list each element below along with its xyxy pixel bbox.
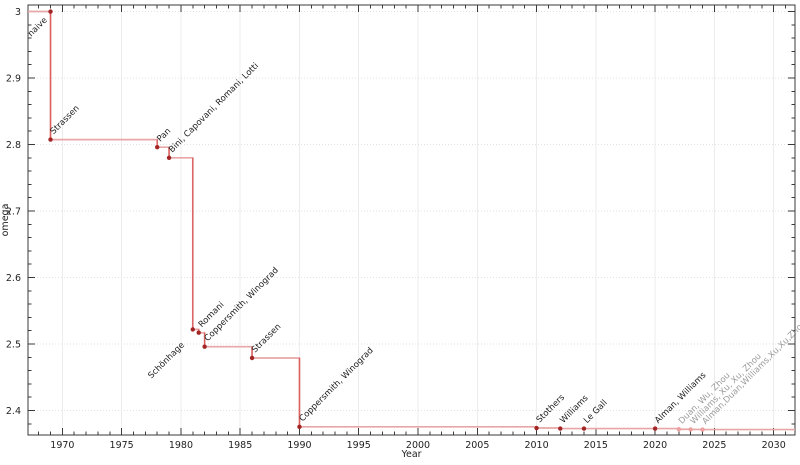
x-tick-label: 1985	[228, 440, 252, 451]
data-point-marker	[534, 425, 539, 431]
data-point-marker	[249, 355, 255, 361]
x-tick-label: 2000	[406, 440, 430, 451]
x-tick-label: 1980	[169, 440, 193, 451]
data-point-marker	[202, 344, 207, 349]
x-tick-label: 1990	[287, 440, 311, 451]
y-tick-label: 2.7	[6, 207, 21, 218]
y-tick-label: 3	[15, 7, 21, 18]
x-tick-label: 1995	[347, 440, 371, 451]
x-axis-label: Year	[400, 449, 421, 460]
x-tick-label: 2005	[465, 440, 489, 451]
data-point-marker	[48, 9, 53, 14]
data-point-marker	[581, 426, 587, 431]
y-tick-label: 2.9	[6, 74, 21, 85]
data-point-marker	[48, 137, 53, 142]
axis-spine	[27, 4, 796, 436]
data-point-marker	[297, 424, 302, 430]
y-tick-label: 2.5	[6, 340, 21, 351]
data-point-marker	[688, 427, 693, 432]
x-tick-label: 1970	[50, 440, 74, 451]
data-point-marker	[155, 144, 160, 150]
data-point-marker	[196, 330, 201, 335]
x-tick-label: 2010	[524, 440, 548, 451]
x-tick-label: 1975	[110, 440, 134, 451]
data-point-marker	[166, 155, 172, 161]
data-point-marker	[700, 427, 705, 432]
y-tick-label: 2.4	[6, 406, 21, 417]
data-point-marker	[558, 426, 563, 431]
data-point-marker	[190, 327, 195, 332]
x-tick-label: 2025	[702, 440, 726, 451]
y-tick-label: 2.8	[6, 140, 21, 151]
x-tick-label: 2030	[762, 440, 786, 451]
y-axis-label: omega	[0, 204, 11, 237]
y-tick-label: 2.6	[6, 273, 21, 284]
data-point-marker	[652, 426, 658, 431]
x-tick-label: 2020	[643, 440, 667, 451]
x-tick-label: 2015	[584, 440, 608, 451]
data-point-marker	[676, 427, 682, 432]
